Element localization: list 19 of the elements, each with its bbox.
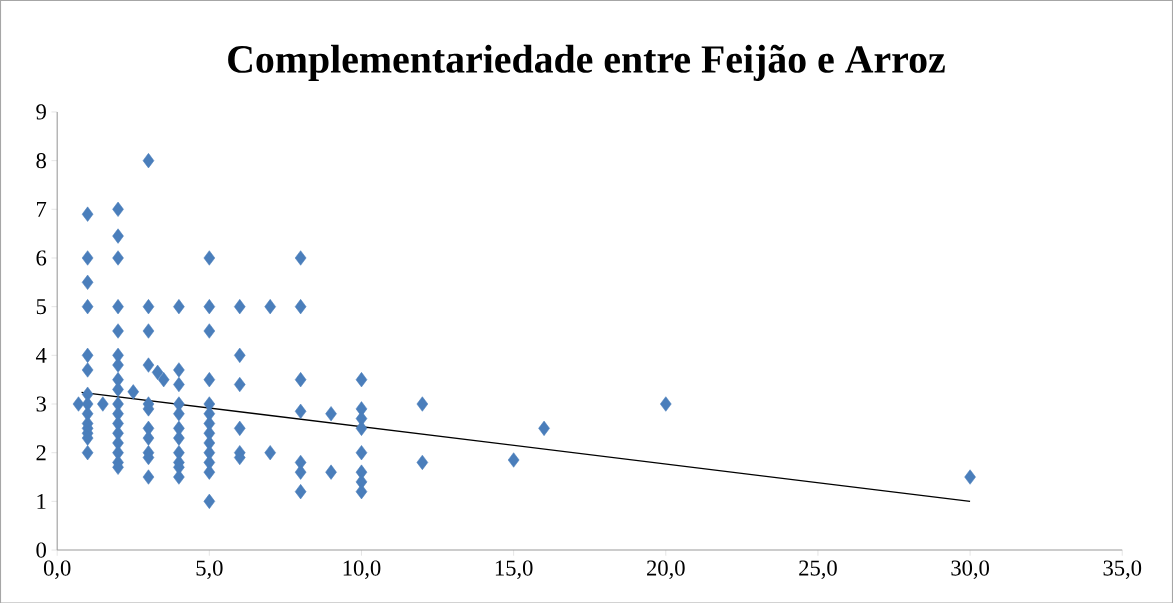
y-tick-label: 6 bbox=[36, 250, 47, 266]
x-tick-label: 0,0 bbox=[43, 560, 71, 579]
x-tick-label: 30,0 bbox=[951, 560, 989, 579]
y-tick-label: 4 bbox=[35, 347, 47, 363]
x-tick-label: 5,0 bbox=[196, 560, 223, 579]
x-tick-label: 10,0 bbox=[343, 560, 381, 579]
chart-title: Complementariedade entre Feijão e Arroz bbox=[228, 44, 945, 81]
y-tick-label: 3 bbox=[36, 396, 46, 412]
y-tick-label: 8 bbox=[36, 152, 46, 169]
x-tick-label: 15,0 bbox=[495, 560, 533, 579]
y-tick-label: 9 bbox=[36, 104, 46, 120]
y-tick-label: 5 bbox=[36, 298, 46, 314]
x-tick-label: 35,0 bbox=[1103, 560, 1142, 579]
y-tick-label: 0 bbox=[36, 542, 46, 558]
y-tick-label: 7 bbox=[37, 201, 47, 217]
y-tick-label: 2 bbox=[36, 445, 46, 460]
y-tick-label: 1 bbox=[37, 493, 46, 509]
x-tick-label: 25,0 bbox=[799, 560, 837, 579]
x-tick-label: 20,0 bbox=[647, 560, 685, 579]
